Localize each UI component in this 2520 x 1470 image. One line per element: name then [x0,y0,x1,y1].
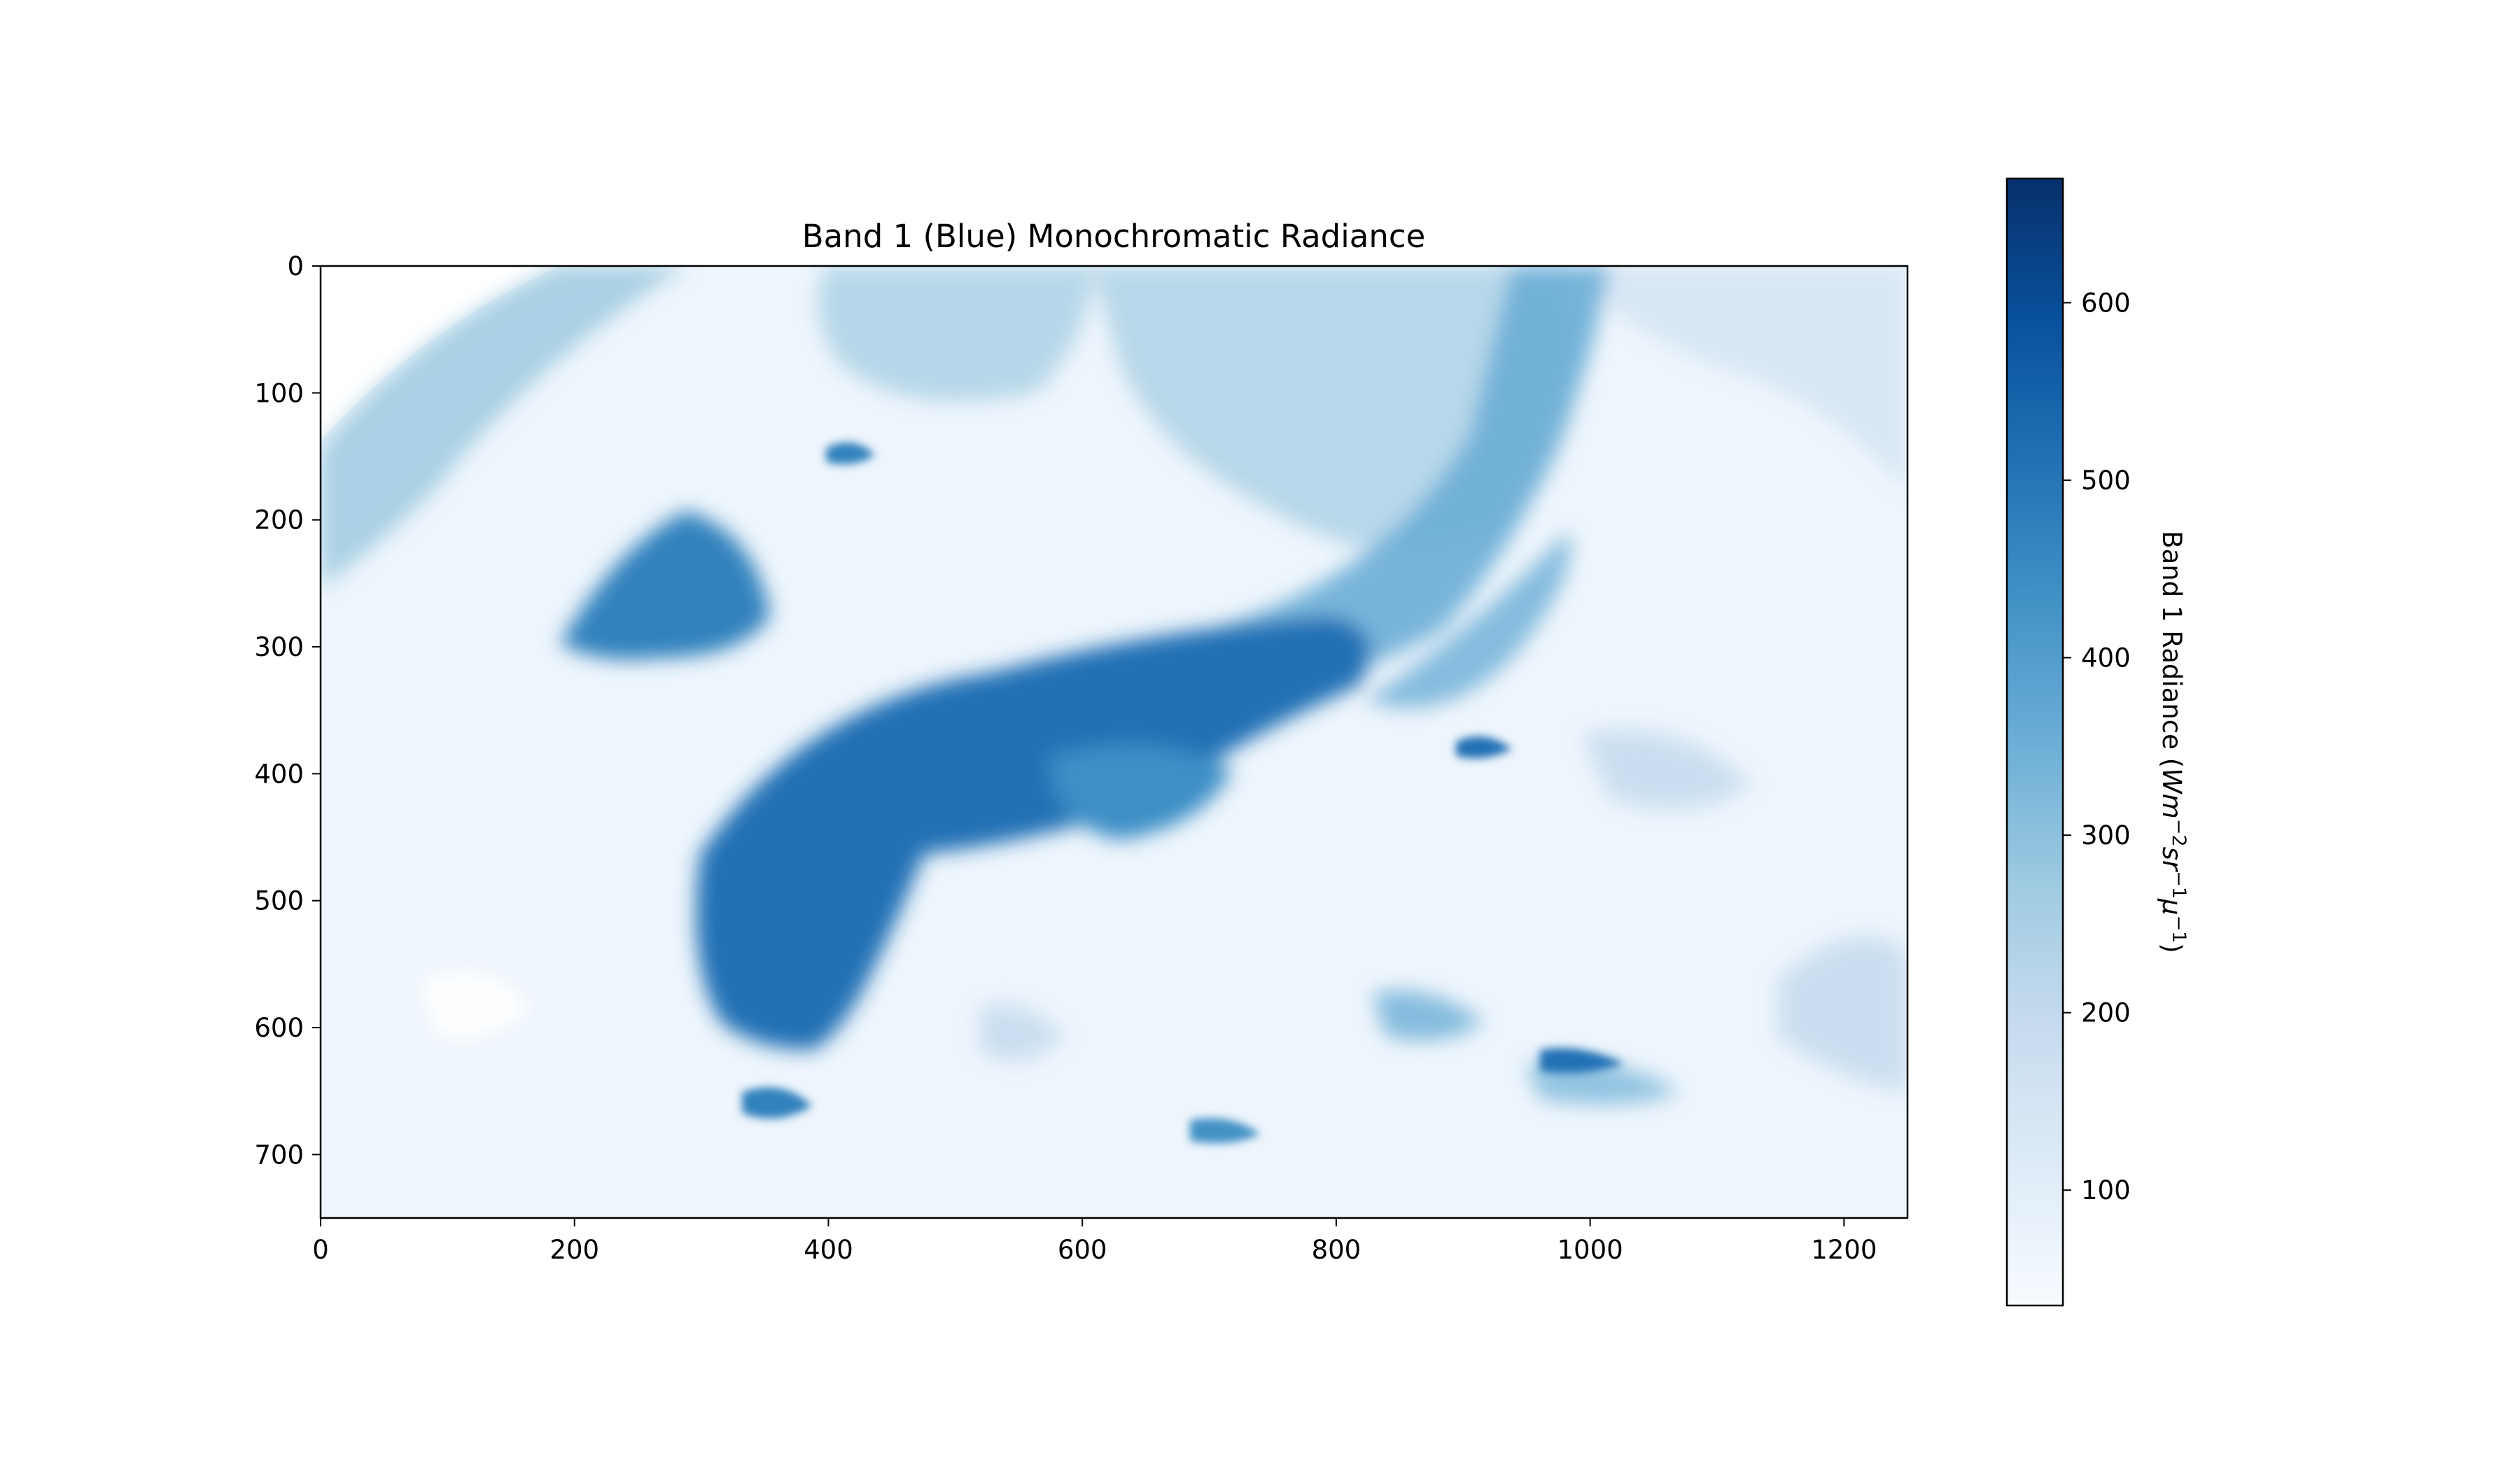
colorbar-tick-label: 300 [2081,820,2131,850]
y-tick-label: 600 [254,1013,304,1043]
y-tick-label: 300 [254,632,304,662]
x-tick-label: 0 [312,1235,329,1265]
x-tick-label: 800 [1312,1235,1362,1265]
x-tick-label: 600 [1058,1235,1107,1265]
y-tick-label: 0 [287,251,304,281]
y-axis: 0 100 200 300 400 500 600 700 [254,251,321,1170]
y-tick-label: 200 [254,505,304,536]
y-tick-label: 400 [254,759,304,789]
colorbar-tick-label: 100 [2081,1175,2131,1205]
y-tick-label: 500 [254,886,304,916]
chart-title: Band 1 (Blue) Monochromatic Radiance [802,218,1426,255]
x-tick-label: 1000 [1558,1235,1623,1265]
x-tick-label: 400 [804,1235,853,1265]
colorbar-tick-label: 600 [2081,288,2131,318]
radiance-heatmap [321,266,1907,1218]
x-tick-label: 200 [550,1235,599,1265]
plot-frame [319,265,1909,1219]
x-axis: 0 200 400 600 800 1000 1200 [312,1218,1877,1265]
x-tick-label: 1200 [1811,1235,1877,1265]
colorbar-tick-label: 500 [2081,465,2131,496]
colorbar-tick-label: 200 [2081,998,2131,1028]
colorbar-tick-label: 400 [2081,643,2131,673]
colorbar [2005,177,2064,1307]
y-tick-label: 700 [254,1140,304,1170]
y-tick-label: 100 [254,378,304,408]
colorbar-label: Band 1 Radiance (Wm−2sr−1μ−1) [2157,531,2190,953]
colorbar-ticks: 100 200 300 400 500 600 [2063,288,2131,1205]
